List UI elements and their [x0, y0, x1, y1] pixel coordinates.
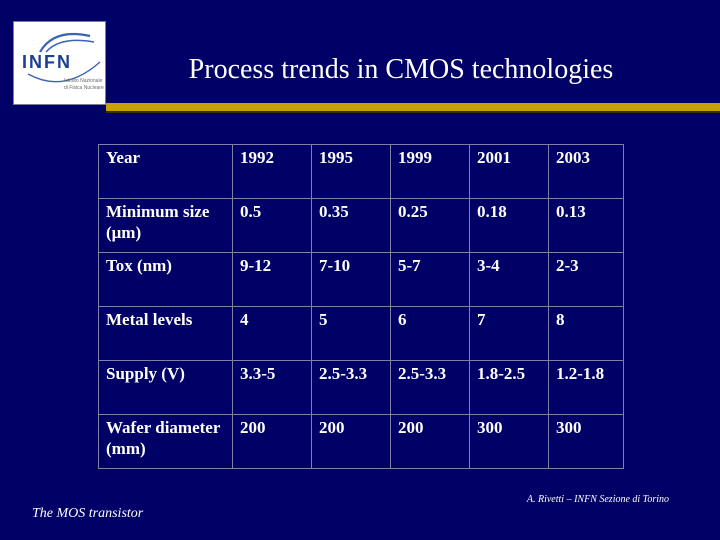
table-cell: 0.25 [390, 198, 470, 253]
table-cell: 4 [232, 306, 312, 361]
title-underline [106, 103, 720, 111]
table-cell: 300 [548, 414, 624, 469]
table-row: Supply (V) 3.3-5 2.5-3.3 2.5-3.3 1.8-2.5 1.2-… [98, 360, 624, 415]
table-cell: 0.18 [469, 198, 549, 253]
table-cell: 300 [469, 414, 549, 469]
table-cell: 5-7 [390, 252, 470, 307]
row-header-cell: Minimum size (μm) [98, 198, 233, 253]
table-cell: 3-4 [469, 252, 549, 307]
logo-wordmark: INFN [22, 52, 72, 72]
row-header-cell: Wafer diameter (mm) [98, 414, 233, 469]
row-header-cell: Year [98, 144, 233, 199]
table-cell: 200 [311, 414, 391, 469]
table-cell: 0.13 [548, 198, 624, 253]
table-row: Minimum size (μm) 0.5 0.35 0.25 0.18 0.13 [98, 198, 624, 253]
table-cell: 7-10 [311, 252, 391, 307]
logo-subtitle-line1: Istituto Nazionale [64, 78, 103, 84]
slide-title: Process trends in CMOS technologies [188, 54, 614, 85]
table-cell: 6 [390, 306, 470, 361]
footer-presentation-title: The MOS transistor [32, 506, 144, 521]
table-cell: 2.5-3.3 [311, 360, 391, 415]
table-cell: 2.5-3.3 [390, 360, 470, 415]
row-header-cell: Metal levels [98, 306, 233, 361]
table-cell: 2001 [469, 144, 549, 199]
footer-author: A. Rivetti – INFN Sezione di Torino [526, 494, 669, 505]
table-cell: 1992 [232, 144, 312, 199]
table-cell: 200 [390, 414, 470, 469]
logo-subtitle-line2: di Fisica Nucleare [64, 85, 104, 91]
table-row: Metal levels 4 5 6 7 8 [98, 306, 624, 361]
table-body: Year 1992 1995 1999 2001 2003 Minimum size (μm… [98, 144, 624, 469]
table-cell: 0.5 [232, 198, 312, 253]
infn-logo: INFN Istituto Nazionale di Fisica Nuclea… [13, 21, 106, 105]
table-cell: 1995 [311, 144, 391, 199]
row-header-cell: Tox (nm) [98, 252, 233, 307]
table-row: Tox (nm) 9-12 7-10 5-7 3-4 2-3 [98, 252, 624, 307]
table-cell: 7 [469, 306, 549, 361]
table-cell: 1.2-1.8 [548, 360, 624, 415]
table-cell: 200 [232, 414, 312, 469]
logo-arcs-graphic [27, 32, 101, 83]
table-cell: 5 [311, 306, 391, 361]
logo-subtitle: Istituto Nazionale di Fisica Nucleare [64, 78, 104, 92]
table-cell: 1.8-2.5 [469, 360, 549, 415]
process-trends-table: Year 1992 1995 1999 2001 2003 Minimum size (μm… [98, 144, 624, 469]
row-header-cell: Supply (V) [98, 360, 233, 415]
table-cell: 3.3-5 [232, 360, 312, 415]
table-cell: 1999 [390, 144, 470, 199]
title-underline-shadow [106, 111, 720, 113]
table-cell: 2003 [548, 144, 624, 199]
table-cell: 0.35 [311, 198, 391, 253]
table-cell: 8 [548, 306, 624, 361]
table-row: Year 1992 1995 1999 2001 2003 [98, 144, 624, 199]
table-cell: 2-3 [548, 252, 624, 307]
table-cell: 9-12 [232, 252, 312, 307]
table-row: Wafer diameter (mm) 200 200 200 300 300 [98, 414, 624, 469]
